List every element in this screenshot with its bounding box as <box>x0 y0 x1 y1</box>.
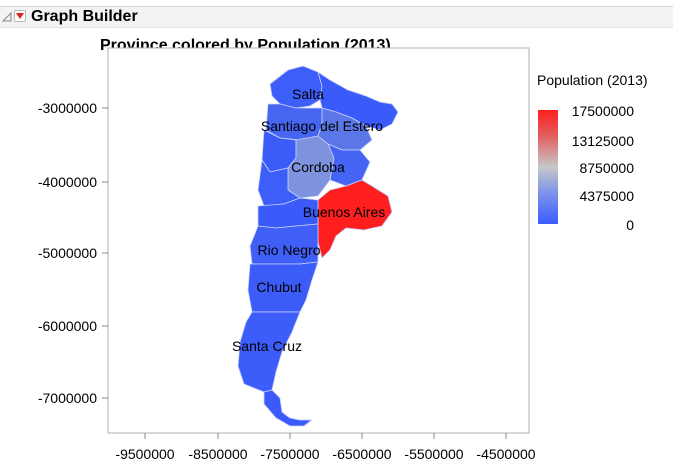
y-tick-label: -3000000 <box>38 100 97 116</box>
argentina-map <box>237 65 399 427</box>
province-label: Salta <box>292 86 324 102</box>
red-triangle-icon <box>16 13 24 19</box>
province-label: Rio Negro <box>257 242 320 258</box>
province-region[interactable] <box>263 389 313 427</box>
province-label: Santiago del Estero <box>261 118 383 134</box>
province-label: Chubut <box>256 279 301 295</box>
legend-label: 13125000 <box>571 133 634 149</box>
disclosure-triangle-icon[interactable] <box>2 12 12 22</box>
y-tick-label: -4000000 <box>38 174 97 190</box>
province-region[interactable] <box>287 135 335 199</box>
legend-title: Population (2013) <box>537 72 648 88</box>
y-tick-label: -7000000 <box>38 390 97 406</box>
x-tick-label: -8500000 <box>188 446 247 462</box>
x-tick-label: -6500000 <box>332 446 391 462</box>
outline-title: Graph Builder <box>31 8 138 25</box>
x-tick-label: -4500000 <box>476 446 535 462</box>
legend-color-scale <box>538 110 558 224</box>
province-region[interactable] <box>247 261 319 313</box>
x-tick-label: -9500000 <box>115 446 174 462</box>
legend-label: 8750000 <box>579 160 634 176</box>
province-label: Santa Cruz <box>232 338 302 354</box>
red-triangle-menu-button[interactable] <box>14 10 26 22</box>
province-labels: Salta Santiago del Estero Cordoba Buenos… <box>232 86 385 354</box>
legend-label: 4375000 <box>579 188 634 204</box>
legend-label: 0 <box>626 217 634 233</box>
x-axis: -9500000 -8500000 -7500000 -6500000 -550… <box>115 433 536 462</box>
y-tick-label: -5000000 <box>38 245 97 261</box>
outline-header: Graph Builder <box>0 6 673 28</box>
province-region[interactable] <box>317 71 399 131</box>
legend-label: 17500000 <box>571 103 634 119</box>
x-tick-label: -7500000 <box>260 446 319 462</box>
province-label: Buenos Aires <box>303 204 386 220</box>
province-label: Cordoba <box>291 159 345 175</box>
x-tick-label: -5500000 <box>404 446 463 462</box>
y-axis: -3000000 -4000000 -5000000 -6000000 -700… <box>38 100 108 406</box>
y-tick-label: -6000000 <box>38 318 97 334</box>
